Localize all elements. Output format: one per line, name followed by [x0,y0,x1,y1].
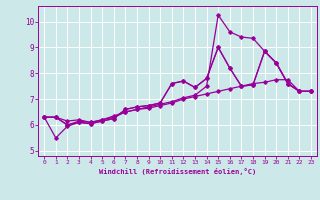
X-axis label: Windchill (Refroidissement éolien,°C): Windchill (Refroidissement éolien,°C) [99,168,256,175]
